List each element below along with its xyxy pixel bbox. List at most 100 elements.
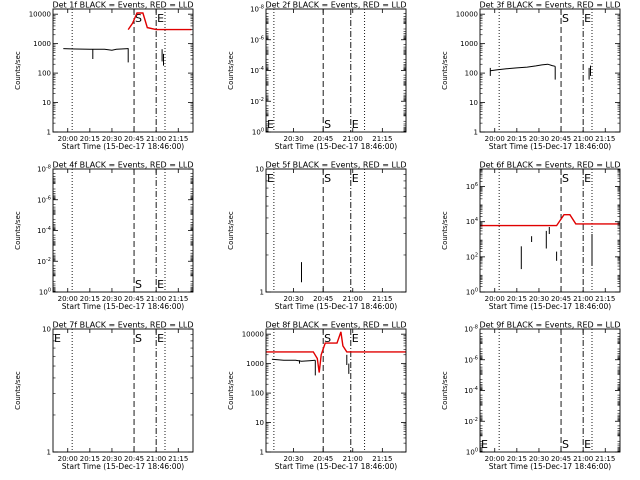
x-tick-label: 20:15 [507, 455, 527, 463]
x-tick-label: 20:30 [284, 135, 304, 143]
x-tick-label: 20:30 [529, 135, 549, 143]
x-axis-title: Start Time (15-Dec-17 18:46:00) [275, 142, 397, 151]
y-tick-label: 100 [251, 390, 264, 398]
x-tick-label: 20:45 [313, 455, 333, 463]
y-tick-label: 100 [252, 128, 264, 137]
x-tick-label: 20:00 [58, 455, 78, 463]
y-tick-label: 10-4 [37, 226, 51, 235]
y-tick-label: 1 [260, 289, 264, 297]
marker-s-label: S [135, 332, 142, 345]
x-axis-title: Start Time (15-Dec-17 18:46:00) [275, 302, 397, 311]
y-tick-label: 100 [466, 288, 478, 297]
marker-s-label: S [135, 12, 142, 25]
series-events-line [490, 63, 556, 72]
y-axis-title: Counts/sec [441, 211, 449, 250]
y-tick-label: 10 [255, 166, 264, 174]
plot-frame [265, 168, 407, 293]
y-tick-label: 10-2 [250, 97, 264, 106]
x-tick-label: 21:15 [595, 455, 615, 463]
plot-frame [479, 8, 621, 133]
panel-title: Det 7f BLACK = Events, RED = LLD [52, 321, 193, 330]
y-tick-label: 10000 [456, 11, 478, 19]
x-tick-label: 20:15 [80, 455, 100, 463]
y-tick-label: 1000 [246, 360, 264, 368]
y-tick-label: 100 [465, 70, 478, 78]
y-tick-label: 10 [469, 99, 478, 107]
plot-frame [52, 328, 194, 453]
x-tick-label: 21:00 [343, 295, 363, 303]
series-events-line [271, 358, 316, 362]
y-tick-label: 1 [47, 129, 51, 137]
x-tick-label: 21:15 [168, 135, 188, 143]
series-lld-line [480, 213, 620, 227]
marker-e-label: E [352, 172, 359, 185]
y-axis-title: Counts/sec [227, 211, 235, 250]
panel-title: Det 4f BLACK = Events, RED = LLD [52, 161, 193, 170]
y-tick-label: 10 [42, 326, 51, 334]
x-tick-label: 20:15 [507, 135, 527, 143]
y-tick-label: 10000 [242, 331, 264, 339]
y-tick-label: 100 [466, 448, 478, 457]
y-tick-label: 106 [466, 182, 478, 191]
x-axis-title: Start Time (15-Dec-17 18:46:00) [275, 462, 397, 471]
x-axis-title: Start Time (15-Dec-17 18:46:00) [62, 302, 184, 311]
x-tick-label: 21:00 [573, 135, 593, 143]
x-tick-label: 21:00 [573, 295, 593, 303]
panel-det-7: Det 7f BLACK = Events, RED = LLD S E E 20:00… [14, 321, 194, 472]
y-tick-label: 10-4 [250, 66, 264, 75]
y-tick-label: 10-8 [464, 325, 478, 334]
y-tick-label: 1 [47, 449, 51, 457]
x-tick-label: 21:00 [146, 135, 166, 143]
x-tick-label: 20:45 [551, 295, 571, 303]
x-tick-label: 21:00 [573, 455, 593, 463]
y-tick-label: 10-2 [464, 417, 478, 426]
panel-title: Det 1f BLACK = Events, RED = LLD [52, 1, 193, 10]
x-tick-label: 21:15 [372, 135, 392, 143]
panel-det-1: Det 1f BLACK = Events, RED = LLD S E 20:00 2… [14, 1, 194, 152]
marker-s-label: S [562, 12, 569, 25]
marker-s-label: S [562, 172, 569, 185]
x-tick-label: 20:30 [529, 295, 549, 303]
y-tick-label: 10000 [29, 11, 51, 19]
y-tick-label: 100 [38, 70, 51, 78]
y-tick-label: 1000 [33, 40, 51, 48]
x-tick-label: 20:30 [284, 295, 304, 303]
panel-det-9: Det 9f BLACK = Events, RED = LLD S E E 20:00… [441, 321, 621, 472]
marker-e-label: E [352, 118, 359, 131]
y-tick-label: 1 [260, 449, 264, 457]
x-tick-label: 20:45 [124, 455, 144, 463]
y-tick-label: 10-6 [37, 195, 51, 204]
x-tick-label: 20:15 [80, 295, 100, 303]
x-axis-title: Start Time (15-Dec-17 18:46:00) [489, 462, 611, 471]
marker-e-label: E [157, 278, 164, 291]
y-axis-title: Counts/sec [227, 371, 235, 410]
panel-title: Det 2f BLACK = Events, RED = LLD [265, 1, 406, 10]
x-tick-label: 20:45 [313, 135, 333, 143]
x-axis-title: Start Time (15-Dec-17 18:46:00) [62, 142, 184, 151]
marker-e-label: E [157, 12, 164, 25]
x-tick-label: 20:30 [102, 455, 122, 463]
x-tick-label: 20:15 [507, 295, 527, 303]
x-tick-label: 20:45 [551, 135, 571, 143]
marker-s-label: S [324, 118, 331, 131]
series-lld-line [127, 12, 192, 31]
panel-title: Det 9f BLACK = Events, RED = LLD [479, 321, 620, 330]
x-tick-label: 21:15 [595, 135, 615, 143]
x-tick-label: 21:15 [372, 295, 392, 303]
x-axis-title: Start Time (15-Dec-17 18:46:00) [489, 142, 611, 151]
y-axis-title: Counts/sec [441, 51, 449, 90]
marker-e-label: E [584, 172, 591, 185]
panel-det-2: Det 2f BLACK = Events, RED = LLD S E E 20:30… [227, 1, 407, 152]
corner-label: E [54, 332, 61, 345]
marker-e-label: E [584, 438, 591, 451]
panel-det-8: Det 8f BLACK = Events, RED = LLD S E 20:30 2… [227, 321, 407, 472]
series-events-line [63, 48, 129, 51]
y-axis-title: Counts/sec [14, 51, 22, 90]
x-tick-label: 20:00 [58, 135, 78, 143]
x-tick-label: 21:15 [595, 295, 615, 303]
x-tick-label: 20:00 [485, 455, 505, 463]
marker-e-label: E [352, 332, 359, 345]
marker-s-label: S [324, 172, 331, 185]
